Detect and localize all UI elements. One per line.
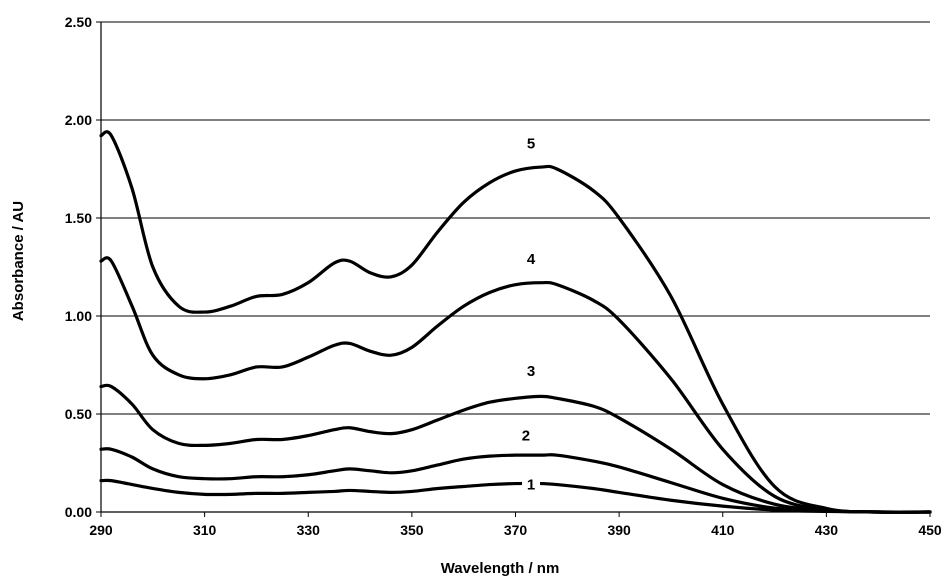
series-lines bbox=[99, 130, 932, 514]
y-tick-label: 1.00 bbox=[65, 308, 92, 324]
series-label-3: 3 bbox=[527, 363, 535, 380]
y-tick-label: 2.00 bbox=[65, 112, 92, 128]
series-line-4 bbox=[99, 256, 932, 514]
series-label-background bbox=[522, 473, 541, 494]
x-tick-label: 290 bbox=[89, 522, 113, 538]
series-label-4: 4 bbox=[527, 251, 536, 268]
y-axis-title: Absorbance / AU bbox=[10, 201, 27, 321]
series-line-3 bbox=[99, 383, 932, 514]
series-labels: 1 2 3 4 5 bbox=[522, 136, 541, 494]
series-label-2: 2 bbox=[522, 428, 530, 445]
x-tick-label: 430 bbox=[815, 522, 839, 538]
x-tick-label: 410 bbox=[711, 522, 735, 538]
series-line-5 bbox=[99, 130, 932, 514]
y-tick-label: 1.50 bbox=[65, 210, 92, 226]
x-tick-label: 370 bbox=[504, 522, 528, 538]
series-line-2 bbox=[99, 447, 932, 514]
x-axis-title: Wavelength / nm bbox=[441, 560, 560, 577]
x-tick-label: 450 bbox=[918, 522, 942, 538]
series-label-1: 1 bbox=[527, 477, 535, 494]
series-label-5: 5 bbox=[527, 136, 535, 153]
y-tick-label: 0.00 bbox=[65, 504, 92, 520]
x-tick-label: 390 bbox=[607, 522, 631, 538]
y-tick-label: 0.50 bbox=[65, 406, 92, 422]
x-tick-label: 330 bbox=[297, 522, 321, 538]
x-tick-label: 310 bbox=[193, 522, 217, 538]
x-tick-label: 350 bbox=[400, 522, 424, 538]
y-tick-label: 2.50 bbox=[65, 14, 92, 30]
series-line-1 bbox=[99, 478, 932, 514]
gridlines bbox=[101, 21, 930, 415]
axes: 0.00 0.50 1.00 1.50 2.00 2.50 290 310 330 350 370 3… bbox=[65, 14, 942, 538]
